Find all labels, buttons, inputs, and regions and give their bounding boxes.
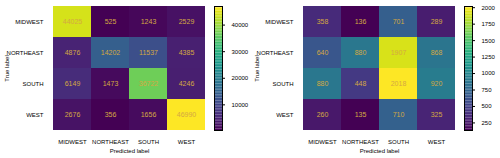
svg-text:640: 640: [317, 49, 329, 56]
svg-text:36722: 36722: [139, 80, 159, 87]
svg-text:30000: 30000: [232, 49, 249, 55]
svg-text:WEST: WEST: [276, 112, 294, 118]
svg-text:1750: 1750: [482, 21, 496, 27]
svg-text:4246: 4246: [179, 80, 195, 87]
svg-text:4385: 4385: [179, 49, 195, 56]
svg-text:NORTHEAST: NORTHEAST: [92, 139, 129, 145]
svg-text:2018: 2018: [391, 80, 407, 87]
svg-text:2000: 2000: [482, 5, 496, 11]
svg-text:1250: 1250: [482, 54, 496, 60]
svg-text:525: 525: [105, 18, 117, 25]
svg-text:448: 448: [355, 80, 367, 87]
svg-text:868: 868: [431, 49, 443, 56]
svg-text:1656: 1656: [141, 111, 157, 118]
svg-text:40000: 40000: [232, 22, 249, 28]
svg-text:136: 136: [355, 18, 367, 25]
svg-text:NORTHEAST: NORTHEAST: [7, 50, 44, 56]
svg-text:1243: 1243: [141, 18, 157, 25]
svg-text:1907: 1907: [391, 49, 407, 56]
svg-text:11537: 11537: [139, 49, 158, 56]
svg-text:46990: 46990: [177, 111, 197, 118]
svg-text:710: 710: [393, 111, 405, 118]
svg-text:MIDWEST: MIDWEST: [58, 139, 87, 145]
svg-text:1000: 1000: [482, 70, 496, 76]
svg-text:NORTHEAST: NORTHEAST: [342, 139, 379, 145]
svg-text:325: 325: [431, 111, 443, 118]
svg-text:10000: 10000: [232, 102, 249, 108]
svg-text:MIDWEST: MIDWEST: [15, 19, 44, 25]
svg-text:14202: 14202: [101, 49, 121, 56]
svg-text:20000: 20000: [232, 75, 249, 81]
svg-text:SOUTH: SOUTH: [388, 139, 409, 145]
svg-text:SOUTH: SOUTH: [23, 81, 44, 87]
svg-text:WEST: WEST: [178, 139, 196, 145]
svg-text:356: 356: [105, 111, 117, 118]
svg-text:701: 701: [393, 18, 405, 25]
svg-text:True label: True label: [4, 55, 10, 81]
svg-text:250: 250: [482, 120, 493, 126]
svg-text:MIDWEST: MIDWEST: [265, 19, 294, 25]
svg-text:500: 500: [482, 103, 493, 109]
svg-text:1500: 1500: [482, 38, 496, 44]
svg-text:Predicted label: Predicted label: [110, 148, 150, 154]
svg-text:True label: True label: [254, 55, 260, 81]
svg-text:4876: 4876: [65, 49, 81, 56]
svg-text:880: 880: [317, 80, 329, 87]
svg-text:SOUTH: SOUTH: [273, 81, 294, 87]
svg-text:SOUTH: SOUTH: [138, 139, 159, 145]
svg-text:920: 920: [431, 80, 443, 87]
svg-text:260: 260: [317, 111, 329, 118]
svg-text:MIDWEST: MIDWEST: [308, 139, 337, 145]
svg-text:2676: 2676: [65, 111, 81, 118]
svg-text:Predicted label: Predicted label: [360, 148, 400, 154]
svg-text:1473: 1473: [103, 80, 119, 87]
svg-text:358: 358: [317, 18, 329, 25]
svg-text:2529: 2529: [179, 18, 195, 25]
svg-text:880: 880: [355, 49, 367, 56]
svg-text:6149: 6149: [65, 80, 81, 87]
svg-text:WEST: WEST: [26, 112, 44, 118]
svg-text:135: 135: [355, 111, 367, 118]
svg-text:750: 750: [482, 87, 493, 93]
svg-text:289: 289: [431, 18, 443, 25]
svg-text:WEST: WEST: [428, 139, 446, 145]
svg-text:44025: 44025: [63, 18, 83, 25]
svg-text:NORTHEAST: NORTHEAST: [257, 50, 294, 56]
